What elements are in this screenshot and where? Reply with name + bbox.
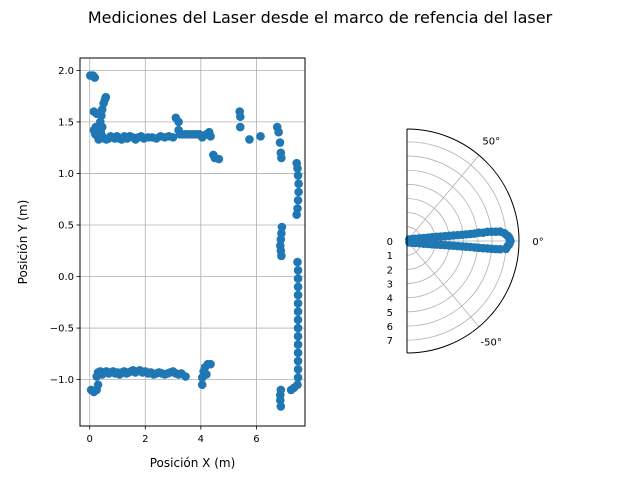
theta-tick-label: 0° [532,237,543,248]
scatter-point [293,340,303,349]
r-tick-label: 2 [387,265,393,276]
theta-tick-label: 50° [482,137,500,148]
r-tick-label: 7 [387,336,393,347]
x-axis-label: Posición X (m) [150,456,236,470]
polar-points [405,227,515,254]
scatter-point [202,370,211,379]
y-tick-label: 1.5 [58,117,74,128]
scatter-point [293,299,303,308]
cartesian-ticks: 0 2 4 6 −1.0 −0.5 0.0 0.5 1.0 1.5 2.0 [50,66,260,445]
polar-point [405,238,414,247]
cartesian-chart: 0 2 4 6 −1.0 −0.5 0.0 0.5 1.0 1.5 2.0 Posición X (… [16,57,306,470]
figure-title: Mediciones del Laser desde el marco de r… [88,8,553,27]
scatter-point [293,282,303,292]
scatter-point [276,402,286,411]
cartesian-points [85,71,303,411]
scatter-point [286,385,296,395]
scatter-point [293,332,303,341]
scatter-point [277,153,286,163]
scatter-point [181,372,190,381]
y-tick-label: 2.0 [58,66,74,77]
scatter-point [214,154,224,164]
scatter-point [206,359,215,369]
cartesian-axes-frame [79,57,306,427]
scatter-point [293,307,303,316]
scatter-point [245,135,254,144]
scatter-point [93,380,103,390]
r-tick-label: 4 [387,294,393,305]
scatter-point [293,348,303,358]
polar-ticks: 50° 0° -50° 0 1 2 3 4 5 6 7 [387,137,544,349]
polar-spoke [406,154,480,242]
scatter-point [206,132,215,141]
scatter-point [293,315,303,325]
theta-tick-label: -50° [481,337,502,348]
scatter-point [275,395,285,405]
scatter-point [293,290,303,300]
r-tick-label: 1 [387,251,393,262]
r-tick-label: 3 [387,280,393,291]
scatter-point [293,257,302,267]
scatter-point [293,195,303,205]
scatter-point [90,73,100,82]
scatter-point [277,251,286,261]
y-axis-label: Posición Y (m) [16,200,30,285]
r-tick-label: 5 [387,308,393,319]
scatter-point [275,138,285,147]
scatter-point [293,365,303,374]
x-tick-label: 4 [198,434,204,445]
scatter-point [293,323,303,333]
r-tick-label: 0 [387,237,393,248]
y-tick-label: −0.5 [50,324,74,335]
y-tick-label: 0.5 [58,220,74,231]
scatter-point [294,187,303,197]
polar-spoke [406,240,480,328]
polar-grid [406,141,519,341]
x-tick-label: 0 [87,434,93,445]
scatter-point [235,112,245,122]
scatter-point [256,132,265,141]
scatter-point [292,210,301,219]
polar-chart: 50° 0° -50° 0 1 2 3 4 5 6 7 [387,128,544,354]
y-tick-label: 1.0 [58,169,74,180]
x-tick-label: 6 [253,434,259,445]
scatter-point [293,274,303,283]
y-tick-label: 0.0 [58,272,74,283]
scatter-point [293,356,303,366]
scatter-point [277,222,287,232]
scatter-point [168,133,178,142]
scatter-point [293,163,302,173]
scatter-point [101,92,111,102]
cartesian-grid [80,58,305,426]
scatter-point [197,380,207,390]
scatter-point [293,266,303,275]
polar-frame [406,128,520,354]
scatter-point [293,171,303,180]
scatter-point [235,122,245,132]
scatter-point [276,235,286,244]
scatter-point [293,373,303,382]
scatter-point [174,117,183,127]
scatter-point [294,179,303,189]
polar-outer-spine [406,128,520,354]
scatter-point [277,228,286,238]
y-tick-label: −1.0 [50,375,74,386]
x-tick-label: 2 [142,434,148,445]
scatter-point [274,127,283,137]
r-tick-label: 6 [387,322,393,333]
